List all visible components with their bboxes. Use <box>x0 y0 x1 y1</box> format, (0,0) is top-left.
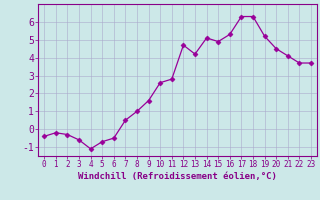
X-axis label: Windchill (Refroidissement éolien,°C): Windchill (Refroidissement éolien,°C) <box>78 172 277 181</box>
